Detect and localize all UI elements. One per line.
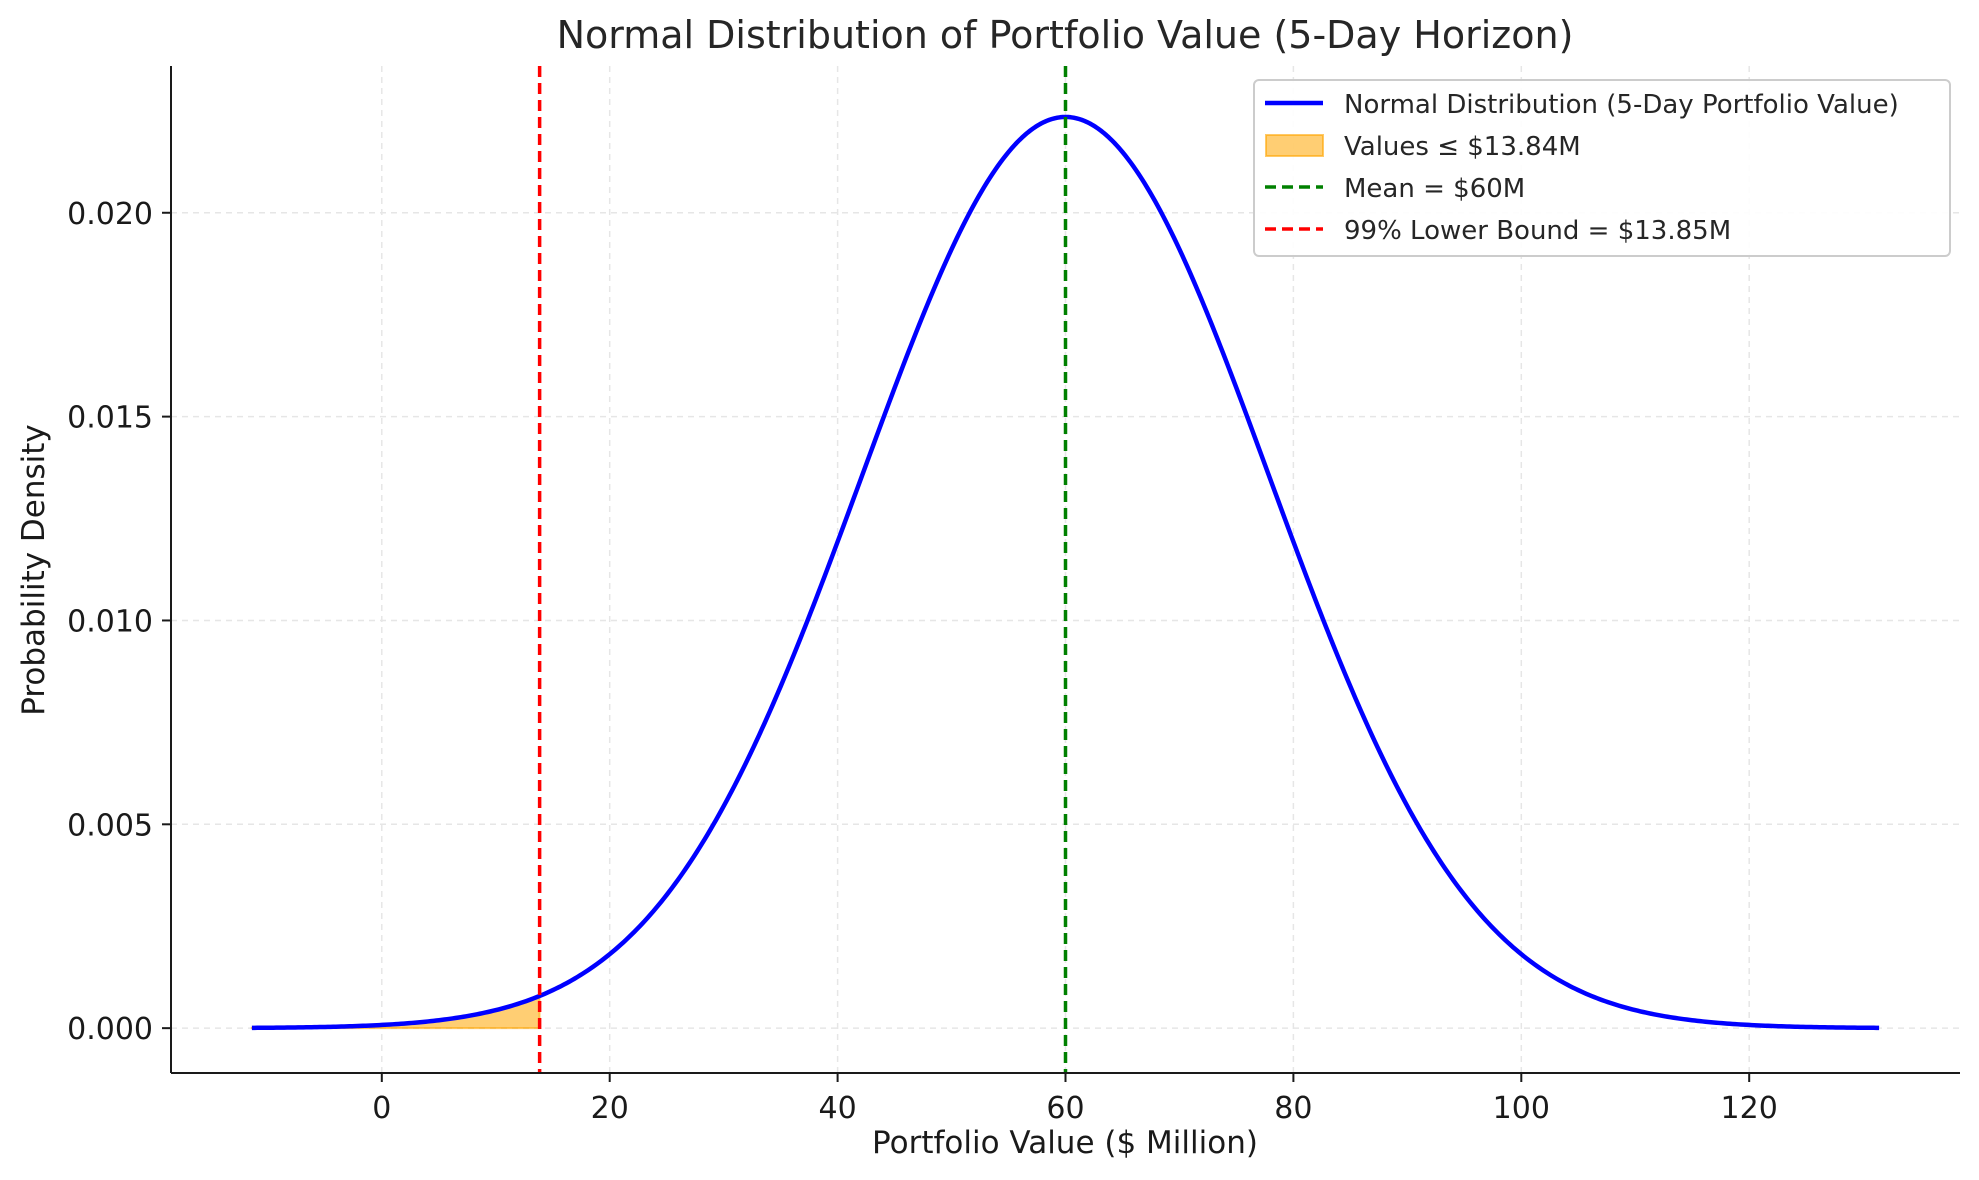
legend-label-bound: 99% Lower Bound = $13.85M	[1344, 216, 1731, 246]
x-tick-label: 80	[1274, 1091, 1312, 1126]
pdf-curve-line	[251, 114, 1880, 1031]
y-tick-label: 0.020	[67, 197, 153, 232]
y-axis-ticks: 0.000 0.005 0.010 0.015 0.020	[67, 197, 171, 1047]
chart-title: Normal Distribution of Portfolio Value (…	[557, 13, 1574, 57]
legend-swatch-area	[1265, 134, 1324, 157]
x-tick-label: 120	[1721, 1091, 1778, 1126]
y-tick-label: 0.015	[67, 401, 153, 436]
legend-label-curve: Normal Distribution (5-Day Portfolio Val…	[1344, 90, 1899, 120]
y-tick-label: 0.010	[67, 604, 153, 639]
y-tick-label: 0.000	[67, 1012, 153, 1047]
x-tick-label: 100	[1493, 1091, 1550, 1126]
x-tick-label: 60	[1046, 1091, 1084, 1126]
y-axis-title: Probability Density	[16, 424, 52, 716]
x-axis-ticks: 0 20 40 60 80 100 120	[372, 1073, 1778, 1126]
x-tick-label: 40	[819, 1091, 857, 1126]
x-tick-label: 20	[591, 1091, 629, 1126]
legend-box	[1253, 79, 1951, 257]
x-axis-title: Portfolio Value ($ Million)	[872, 1125, 1258, 1161]
legend-label-mean: Mean = $60M	[1344, 174, 1525, 204]
legend-label-area: Values ≤ $13.84M	[1344, 132, 1581, 162]
legend: Normal Distribution (5-Day Portfolio Val…	[1253, 79, 1951, 257]
y-tick-label: 0.005	[67, 808, 153, 843]
x-tick-label: 0	[372, 1091, 391, 1126]
